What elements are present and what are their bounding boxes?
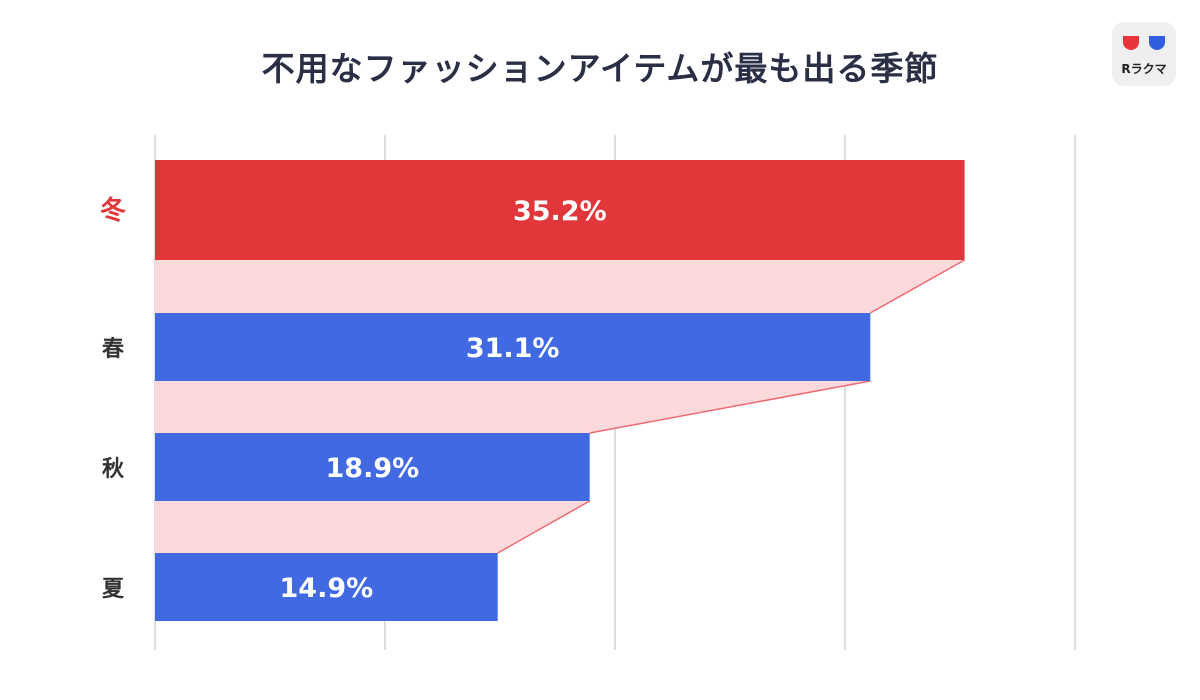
logo-red-cup-icon xyxy=(1123,36,1139,50)
bar xyxy=(155,160,965,260)
bar-connector xyxy=(155,381,871,433)
bar-value-label: 14.9% xyxy=(280,573,374,604)
logo-text: Rラクマ xyxy=(1121,62,1167,76)
bar-connector-edge xyxy=(589,380,871,434)
bar-connector-edge xyxy=(497,500,591,554)
category-label: 春 xyxy=(102,337,124,362)
bar xyxy=(155,313,871,381)
bar-value-label: 35.2% xyxy=(513,196,607,227)
bar xyxy=(155,433,590,501)
chart-title: 不用なファッションアイテムが最も出る季節 xyxy=(261,49,939,88)
bar-connector-edge xyxy=(869,259,965,314)
rakuma-logo-icon: Rラクマ xyxy=(1112,22,1176,86)
bar-value-label: 31.1% xyxy=(466,333,560,364)
category-label: 冬 xyxy=(100,196,126,226)
bar-connector xyxy=(155,501,590,553)
category-label: 秋 xyxy=(102,457,125,482)
category-label: 夏 xyxy=(102,577,125,602)
bar-connector xyxy=(155,260,965,313)
logo-blue-cup-icon xyxy=(1149,36,1165,50)
bar-value-label: 18.9% xyxy=(326,453,420,484)
bar xyxy=(155,553,498,621)
